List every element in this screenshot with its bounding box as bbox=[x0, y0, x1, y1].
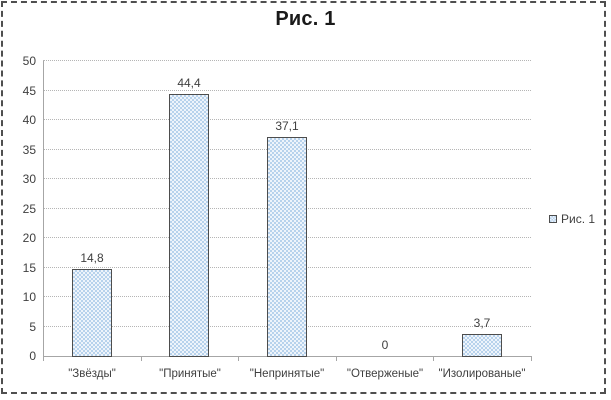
bar-value-label: 0 bbox=[381, 338, 389, 352]
bar-value-label: 44,4 bbox=[177, 76, 201, 90]
chart-title: Рис. 1 bbox=[275, 8, 336, 30]
category-label: "Звёзды" bbox=[68, 368, 116, 380]
category-label: "Принятые" bbox=[159, 368, 221, 380]
y-axis-label: 50 bbox=[22, 54, 36, 68]
category-label: "Отверженые" bbox=[346, 368, 424, 380]
y-axis-label: 0 bbox=[29, 349, 36, 363]
bar bbox=[267, 137, 307, 357]
legend-label: Рис. 1 bbox=[561, 212, 596, 226]
y-axis-label: 15 bbox=[22, 260, 36, 275]
bar bbox=[462, 334, 502, 357]
chart-frame-border bbox=[1, 1, 606, 394]
legend: Рис. 1 bbox=[549, 213, 595, 225]
bar-value-label: 14,8 bbox=[80, 251, 104, 265]
gridline bbox=[43, 89, 531, 91]
y-axis-label: 20 bbox=[22, 231, 36, 245]
gridline bbox=[43, 119, 531, 120]
bar-value-label: 3,7 bbox=[473, 316, 491, 330]
legend-swatch-icon bbox=[549, 215, 557, 223]
x-axis-tick bbox=[531, 357, 532, 361]
y-axis-label: 5 bbox=[29, 319, 36, 334]
category-label: "Изолированые" bbox=[438, 368, 526, 380]
x-axis-tick bbox=[141, 357, 142, 361]
y-axis-label: 45 bbox=[22, 83, 36, 98]
y-axis-label: 40 bbox=[22, 113, 36, 127]
bar bbox=[169, 94, 209, 357]
x-axis-tick bbox=[238, 357, 239, 361]
y-axis-label: 35 bbox=[22, 142, 36, 157]
y-axis-label: 30 bbox=[22, 172, 36, 186]
x-axis-tick bbox=[43, 357, 44, 361]
bar bbox=[72, 269, 112, 357]
gridline bbox=[43, 60, 531, 61]
bar-value-label: 37,1 bbox=[275, 119, 299, 133]
x-axis-tick bbox=[336, 357, 337, 361]
category-label: "Непринятые" bbox=[249, 368, 325, 380]
y-axis-label: 25 bbox=[22, 201, 36, 216]
y-axis-label: 10 bbox=[22, 290, 36, 304]
x-axis-tick bbox=[433, 357, 434, 361]
y-axis bbox=[43, 61, 44, 357]
